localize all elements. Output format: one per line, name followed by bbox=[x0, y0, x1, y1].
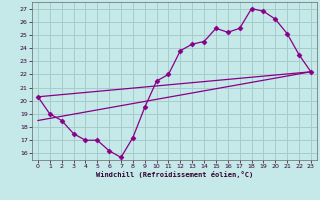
X-axis label: Windchill (Refroidissement éolien,°C): Windchill (Refroidissement éolien,°C) bbox=[96, 171, 253, 178]
